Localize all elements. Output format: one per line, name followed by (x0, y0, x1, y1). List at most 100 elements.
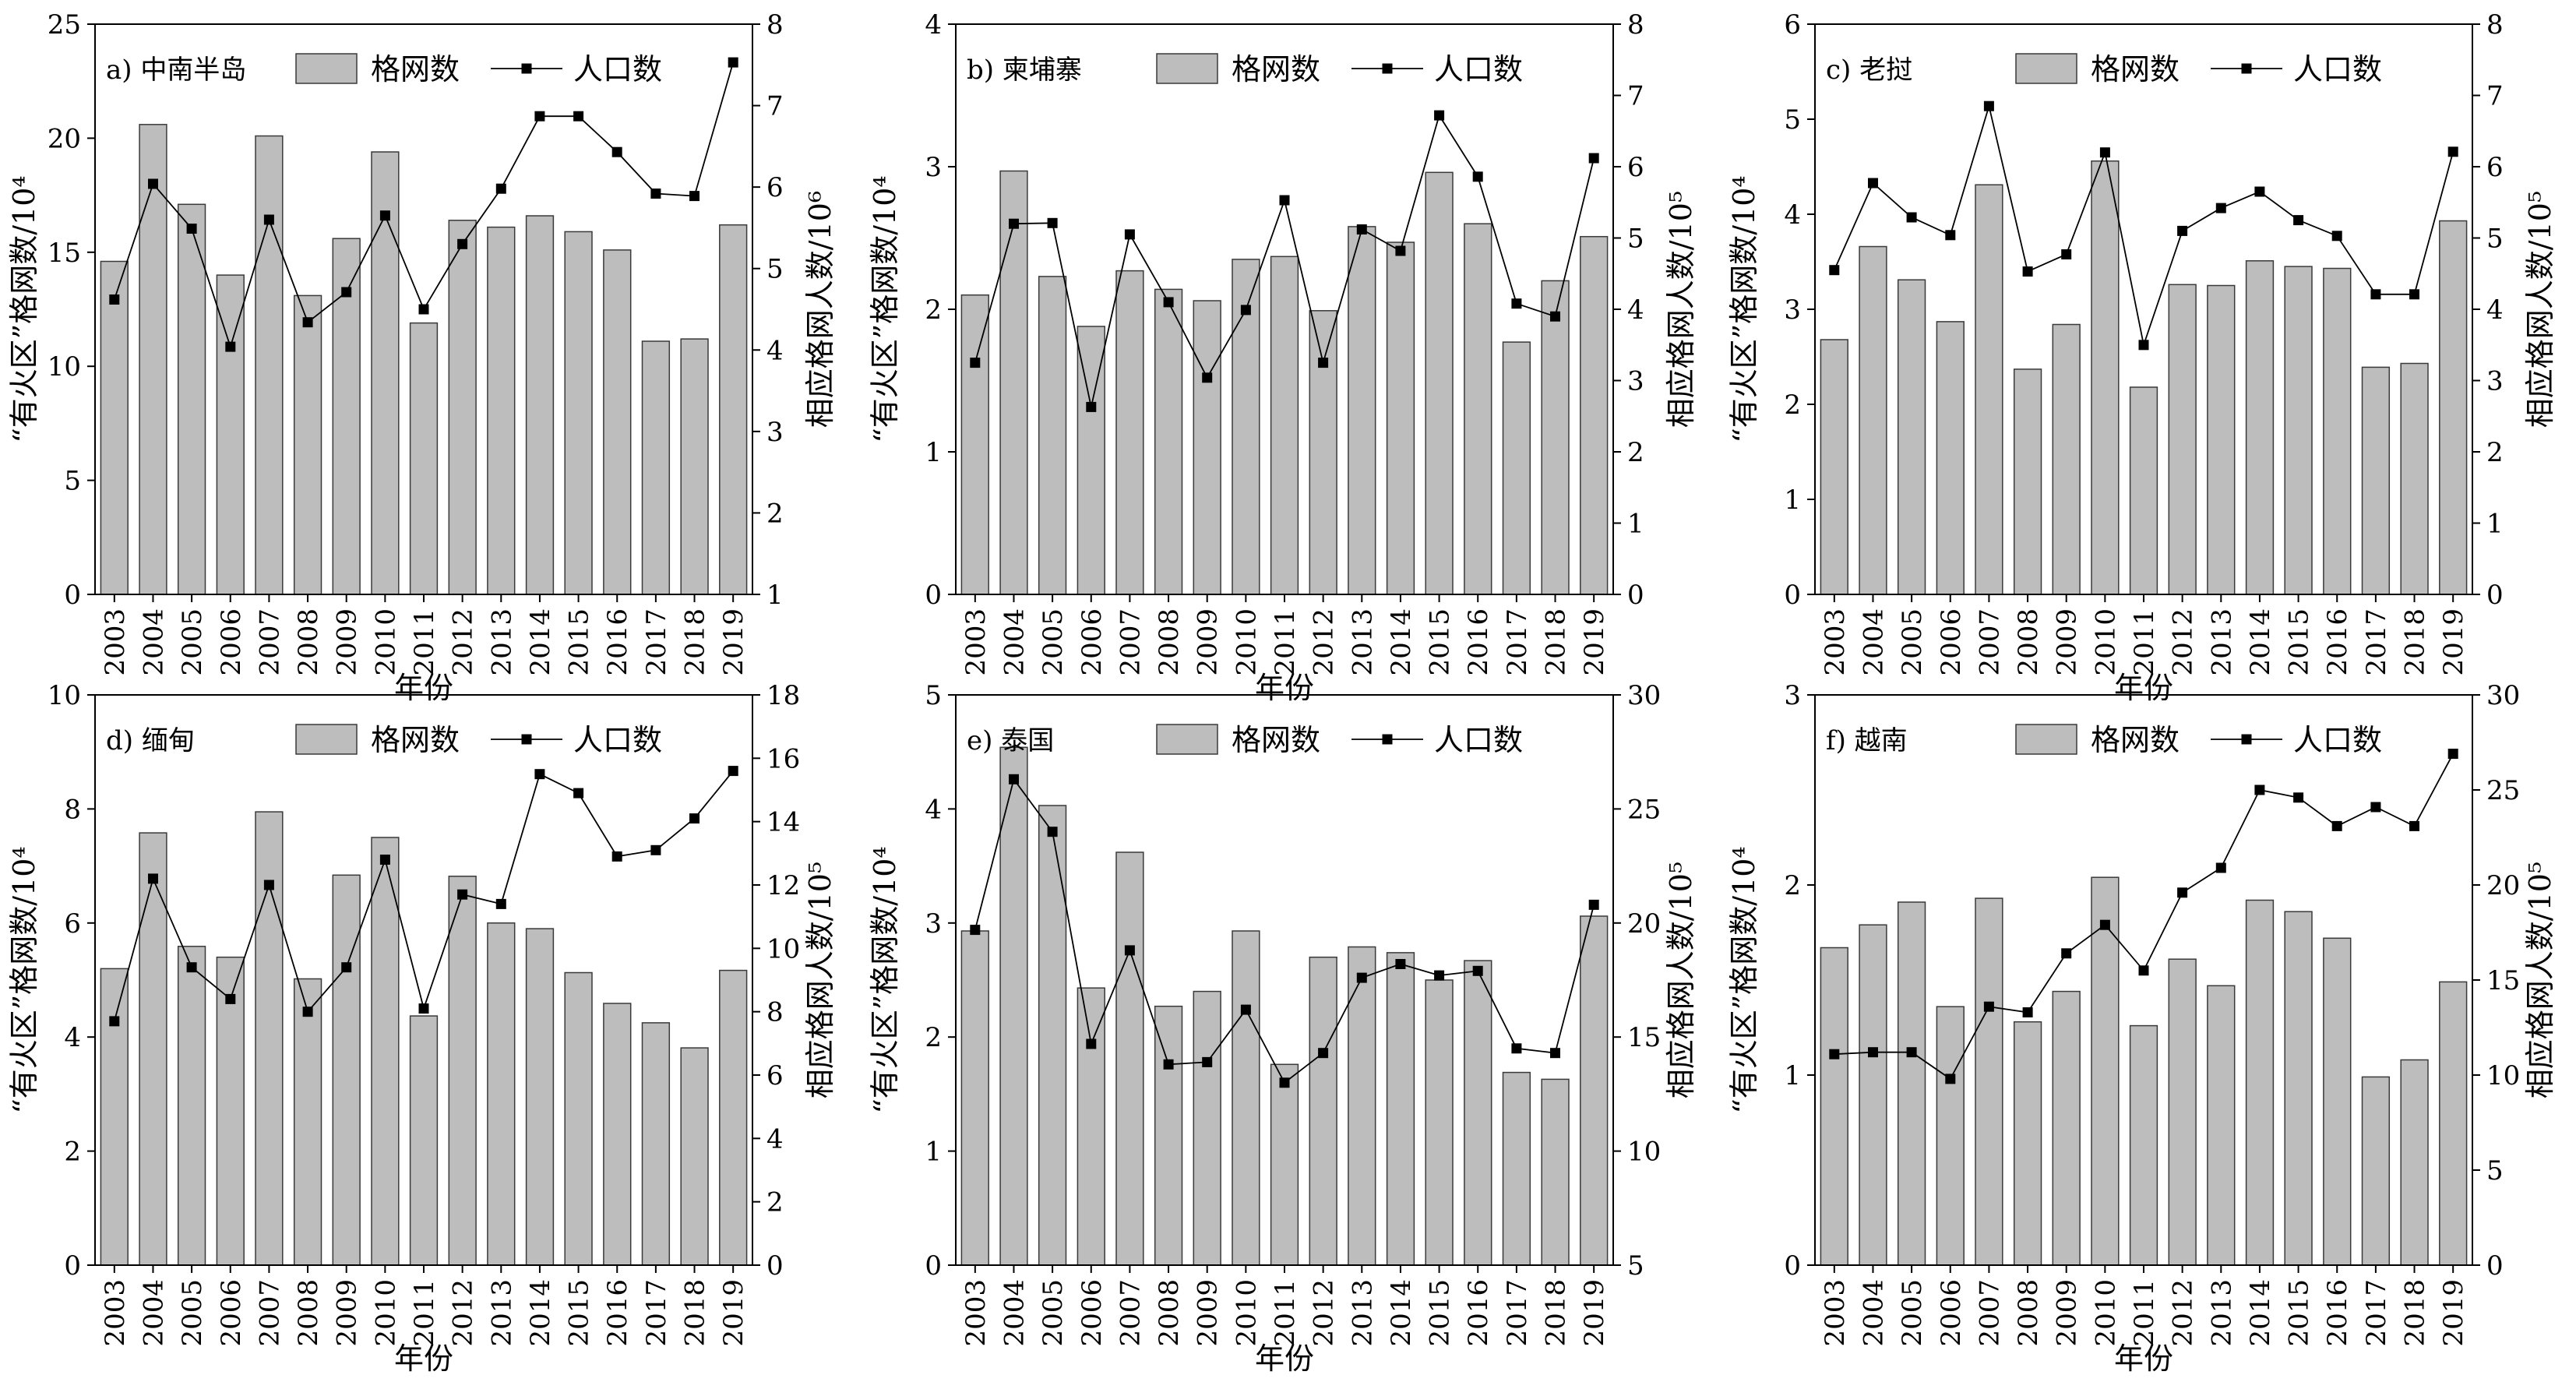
series-marker (1395, 959, 1406, 969)
series-marker (2293, 215, 2304, 226)
series-marker (1906, 212, 1917, 223)
x-tick-label: 2015 (1425, 608, 1456, 676)
bar (1580, 915, 1609, 1266)
x-tick-label: 2015 (564, 1279, 595, 1347)
right-tick-label: 5 (2486, 224, 2504, 255)
series-marker (689, 191, 700, 202)
legend: 格网数 人口数 (1156, 723, 1523, 757)
bar (2207, 985, 2236, 1266)
x-tick-label: 2018 (2400, 1279, 2431, 1347)
left-tick-label: 3 (1784, 680, 1801, 711)
series-marker (1511, 1043, 1522, 1054)
x-tick-label: 2009 (2052, 608, 2083, 676)
x-tick-label: 2010 (1231, 608, 1262, 676)
bar (1936, 1006, 1965, 1266)
series-marker (2254, 186, 2265, 197)
right-tick-label: 10 (766, 933, 800, 964)
bar (680, 338, 709, 595)
bar (1115, 851, 1144, 1266)
bar (216, 956, 245, 1266)
right-tick-label: 25 (2486, 775, 2520, 806)
x-tick-label: 2018 (2400, 608, 2431, 676)
series-line (113, 770, 734, 1022)
x-tick-label: 2012 (1309, 608, 1340, 676)
bar (1820, 339, 1848, 595)
series-marker (1906, 1047, 1917, 1058)
chart-panel-2: 0 1 2 3 4 0 1 2 3 4 5 6 7 8 2003 2004 2005 2006 2007 2008 20… (868, 9, 1698, 705)
series-marker (186, 224, 197, 234)
x-tick-label: 2005 (177, 608, 208, 676)
x-tick-label: 2019 (2438, 608, 2469, 676)
bar (719, 224, 748, 595)
series-marker (2370, 802, 2381, 813)
x-tick-label: 2003 (960, 1279, 992, 1347)
bar (2091, 160, 2120, 595)
x-tick-label: 2007 (1974, 1279, 2005, 1347)
series-marker (1240, 1004, 1251, 1015)
x-tick-label: 2014 (1386, 1279, 1417, 1347)
bar (2052, 990, 2081, 1266)
x-tick-label: 2007 (1115, 608, 1146, 676)
series-marker (109, 294, 120, 305)
bar (960, 294, 989, 595)
left-tick-label: 0 (64, 1250, 81, 1282)
series-line (113, 62, 735, 350)
x-tick-label: 2004 (999, 608, 1030, 676)
right-tick-label: 16 (766, 743, 800, 774)
x-tick-label: 2014 (1386, 608, 1417, 676)
legend: 格网数 人口数 (2015, 52, 2382, 86)
right-tick-label: 8 (766, 9, 784, 41)
bar (1348, 226, 1376, 595)
left-tick-label: 6 (64, 908, 81, 940)
bar (2168, 958, 2197, 1266)
series-marker (573, 111, 584, 122)
right-tick-label: 7 (766, 91, 784, 122)
series-marker (263, 880, 274, 890)
bar (1193, 300, 1221, 595)
left-tick-label: 25 (48, 9, 81, 41)
right-tick-label: 0 (2486, 580, 2504, 611)
bar (216, 274, 245, 595)
bar (2323, 937, 2352, 1266)
series-marker (1318, 358, 1329, 368)
series-marker (2447, 146, 2458, 157)
right-tick-label: 7 (2486, 81, 2504, 112)
bar (2400, 1059, 2429, 1266)
left-tick-label: 5 (925, 680, 942, 711)
left-tick-label: 2 (925, 1022, 942, 1053)
bar (1820, 947, 1848, 1266)
series-marker (2331, 820, 2342, 831)
bar (1502, 341, 1531, 595)
bar (2129, 386, 2158, 595)
series-marker (1945, 230, 1956, 241)
x-tick-label: 2016 (602, 1279, 633, 1347)
left-tick-label: 0 (64, 580, 81, 611)
left-tick-label: 2 (64, 1137, 81, 1168)
series-marker (379, 855, 390, 865)
x-tick-label: 2012 (448, 1279, 479, 1347)
right-tick-label: 10 (1627, 1137, 1661, 1168)
x-tick-label: 2013 (486, 608, 517, 676)
series-line (1833, 103, 2454, 348)
x-tick-label: 2019 (1579, 608, 1610, 676)
bar (448, 876, 477, 1266)
x-tick-label: 2006 (216, 1279, 247, 1347)
bar (641, 340, 671, 595)
series-marker (263, 214, 274, 225)
x-tick-label: 2010 (370, 1279, 401, 1347)
x-tick-label: 2017 (641, 1279, 672, 1347)
left-tick-label: 5 (1784, 104, 1801, 136)
x-tick-label: 2009 (1193, 608, 1224, 676)
series-marker (2370, 289, 2381, 300)
series-marker (418, 1003, 429, 1014)
series-marker (1868, 178, 1878, 189)
chart-panel-3: 0 1 2 3 4 5 6 0 1 2 3 4 5 6 7 8 2003 2004 2005 2006 2007 2008… (1727, 9, 2557, 705)
right-tick-label: 10 (2486, 1060, 2520, 1091)
left-axis-title: “有火区”格网数/10⁴ (868, 175, 902, 442)
legend-marker-swatch (521, 63, 532, 74)
left-tick-label: 4 (925, 794, 942, 825)
series-marker (1829, 265, 1840, 276)
right-tick-label: 2 (766, 1187, 784, 1218)
x-tick-label: 2019 (718, 608, 749, 676)
